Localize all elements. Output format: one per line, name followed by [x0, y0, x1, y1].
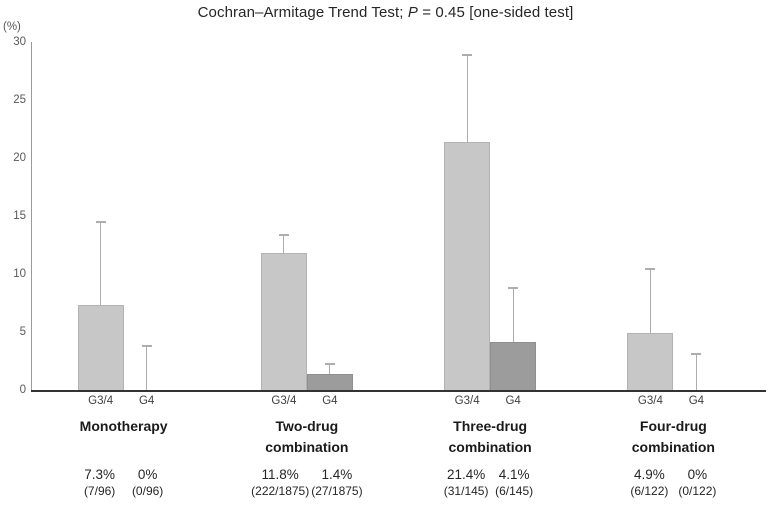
- error-bar-cap: [691, 353, 702, 356]
- error-bar-g34: [649, 269, 651, 334]
- bar-tick-label-g4: G4: [505, 395, 521, 407]
- y-axis-unit-label: (%): [3, 21, 21, 33]
- stat-column-g4: 0% (0/122): [674, 466, 720, 499]
- category-label: Three-drug combination: [448, 418, 532, 455]
- stat-column-g34: 21.4% (31/145): [443, 466, 489, 499]
- y-tick-label: 5: [19, 326, 26, 338]
- bar-tick-label-g4: G4: [322, 395, 338, 407]
- y-axis-line: [31, 42, 32, 390]
- stat-column-g4: 4.1% (6/145): [491, 466, 537, 499]
- stat-column-g34: 7.3% (7/96): [77, 466, 123, 499]
- percent-label: 4.1%: [498, 467, 530, 482]
- percent-label: 21.4%: [446, 467, 486, 482]
- percent-label: 4.9%: [633, 467, 665, 482]
- chart-title-prefix: Cochran–Armitage Trend Test;: [197, 4, 408, 21]
- bar-tick-label-g34: G3/4: [454, 395, 480, 407]
- y-tick-label: 30: [13, 36, 26, 48]
- error-bar-g4: [146, 345, 148, 390]
- chart-title: Cochran–Armitage Trend Test; P = 0.45 [o…: [0, 4, 771, 21]
- error-bar-g34: [466, 54, 468, 142]
- bar-g4: [306, 373, 353, 390]
- stats-block: 21.4% (31/145) 4.1% (6/145): [443, 466, 537, 499]
- x-axis-line: [31, 390, 766, 392]
- y-tick-label: 0: [19, 384, 26, 396]
- stat-column-g4: 0% (0/96): [125, 466, 171, 499]
- stat-column-g34: 4.9% (6/122): [626, 466, 672, 499]
- stats-block: 4.9% (6/122) 0% (0/122): [626, 466, 720, 499]
- category-label: Four-drug combination: [631, 418, 715, 455]
- percent-label: 1.4%: [321, 467, 353, 482]
- fraction-label: (0/96): [131, 484, 164, 498]
- error-bar-cap: [278, 233, 289, 236]
- error-bar-g4: [695, 354, 697, 390]
- bar-tick-label-g34: G3/4: [271, 395, 297, 407]
- fraction-label: (27/1875): [311, 484, 363, 498]
- y-tick-label: 20: [13, 152, 26, 164]
- error-bar-g4: [329, 364, 331, 374]
- error-bar-g34: [100, 221, 102, 306]
- y-tick-label: 15: [13, 210, 26, 222]
- fraction-label: (7/96): [83, 484, 116, 498]
- fraction-label: (222/1875): [251, 484, 310, 498]
- stats-block: 11.8% (222/1875) 1.4% (27/1875): [251, 466, 362, 499]
- error-bar-cap: [645, 268, 656, 271]
- percent-label: 0%: [687, 467, 708, 482]
- error-bar-cap: [141, 344, 152, 347]
- y-tick-label: 25: [13, 94, 26, 106]
- chart-title-suffix: = 0.45 [one-sided test]: [417, 4, 574, 21]
- category-label: Two-drug combination: [265, 418, 349, 455]
- category-label: Monotherapy: [79, 418, 168, 434]
- error-bar-cap: [95, 220, 106, 223]
- error-bar-cap: [462, 53, 473, 56]
- stat-column-g4: 1.4% (27/1875): [311, 466, 362, 499]
- error-bar-cap: [324, 363, 335, 366]
- percent-label: 7.3%: [84, 467, 116, 482]
- fraction-label: (6/145): [495, 484, 534, 498]
- error-bar-g34: [283, 234, 285, 254]
- error-bar-g4: [512, 287, 514, 343]
- stat-column-g34: 11.8% (222/1875): [251, 466, 309, 499]
- bar-tick-label-g4: G4: [138, 395, 155, 407]
- bar-g34: [77, 305, 124, 390]
- bar-g34: [627, 333, 674, 390]
- y-tick-label: 10: [13, 268, 26, 280]
- bar-tick-label-g34: G3/4: [637, 395, 663, 407]
- bar-tick-label-g4: G4: [688, 395, 705, 407]
- fraction-label: (6/122): [630, 484, 669, 498]
- chart-title-pvalue-symbol: P: [407, 4, 418, 21]
- error-bar-cap: [508, 286, 519, 289]
- bar-g34: [444, 141, 491, 390]
- stats-block: 7.3% (7/96) 0% (0/96): [77, 466, 171, 499]
- bar-tick-label-g34: G3/4: [88, 395, 114, 407]
- percent-label: 11.8%: [261, 467, 299, 482]
- fraction-label: (31/145): [443, 484, 489, 498]
- percent-label: 0%: [137, 467, 158, 482]
- fraction-label: (0/122): [678, 484, 717, 498]
- bar-g4: [490, 342, 537, 390]
- bar-g34: [260, 253, 307, 390]
